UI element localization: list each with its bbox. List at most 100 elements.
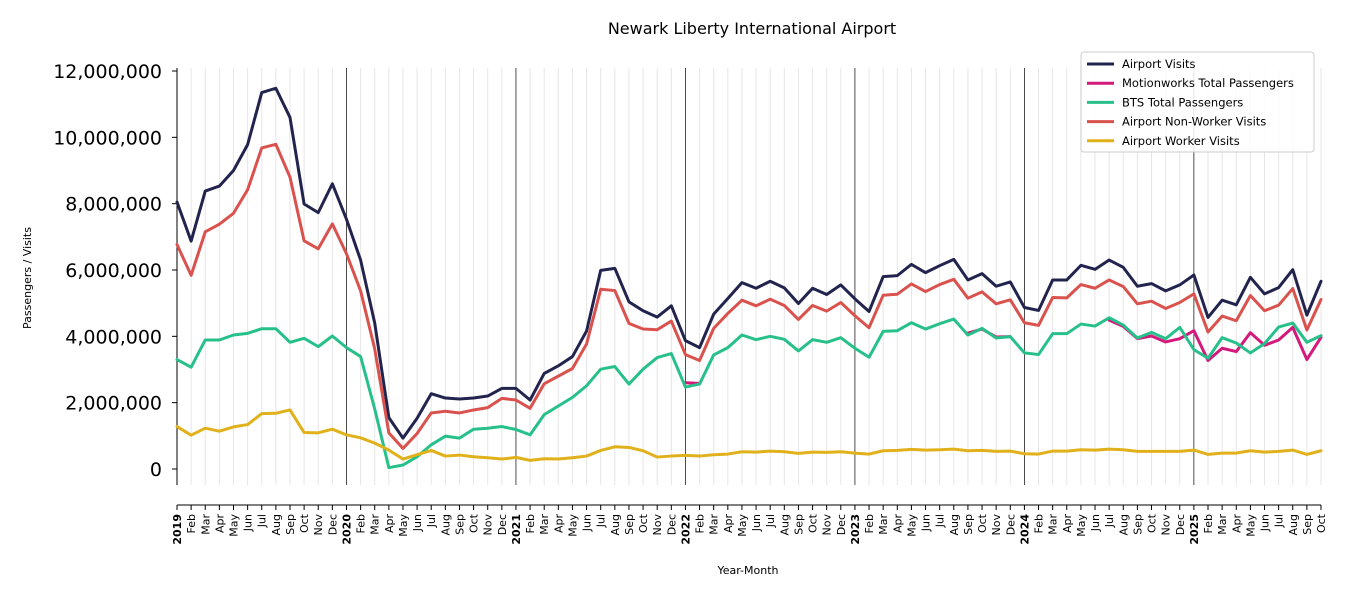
x-tick-label-month: May (736, 514, 749, 537)
x-tick-label-month: Apr (383, 514, 396, 534)
x-tick-label-month: Jun (1259, 514, 1272, 532)
x-tick-label-month: Jun (581, 514, 594, 532)
x-tick-label-month: Apr (722, 514, 735, 534)
series-line-motionworks-total-passengers (683, 318, 1323, 385)
x-tick-label-month: Dec (665, 514, 678, 535)
y-tick-label: 10,000,000 (53, 127, 162, 149)
x-tick-label-month: Feb (694, 514, 707, 533)
x-tick-label-month: Jun (411, 514, 424, 532)
x-tick-label-month: Apr (1061, 514, 1074, 534)
x-tick-label-month: Feb (1033, 514, 1046, 533)
x-tick-label-month: May (227, 514, 240, 537)
x-tick-label-month: Jun (242, 514, 255, 532)
x-tick-label-month: Sep (962, 514, 975, 535)
x-tick-label-month: Oct (298, 513, 311, 533)
x-tick-label-month: Jun (750, 514, 763, 532)
x-tick-label-month: Sep (453, 514, 466, 535)
legend-label: Motionworks Total Passengers (1122, 76, 1294, 90)
x-tick-label-month: Aug (1117, 514, 1130, 535)
x-tick-label-month: Nov (482, 514, 495, 536)
x-tick-label-month: Nov (1160, 514, 1173, 536)
x-tick-label-month: Nov (821, 514, 834, 536)
x-tick-label-year: 2022 (679, 514, 692, 545)
x-tick-label-month: Dec (835, 514, 848, 535)
x-tick-label-month: Oct (976, 513, 989, 533)
x-tick-label-month: Mar (199, 514, 212, 535)
x-tick-label-month: Aug (609, 514, 622, 535)
chart-title: Newark Liberty International Airport (608, 19, 896, 38)
x-tick-label-month: May (1075, 514, 1088, 537)
x-tick-label-month: Mar (1216, 514, 1229, 535)
x-tick-label-month: Dec (1174, 514, 1187, 535)
x-tick-label-month: Sep (284, 514, 297, 535)
legend: Airport Visits Motionworks Total Passenge… (1080, 51, 1315, 153)
x-tick-label-month: Jun (1089, 514, 1102, 532)
y-tick-label: 0 (150, 459, 162, 481)
y-axis-ticks: 0 2,000,000 4,000,000 6,000,000 8,000,000 10,… (53, 61, 177, 481)
legend-label: Airport Non-Worker Visits (1122, 115, 1266, 129)
x-tick-label-month: May (905, 514, 918, 537)
x-tick-label-month: Dec (496, 514, 509, 535)
x-tick-label-month: Sep (623, 514, 636, 535)
x-tick-label-month: Aug (1287, 514, 1300, 535)
x-tick-label-month: Sep (792, 514, 805, 535)
x-tick-label-month: Jul (764, 514, 777, 528)
series-line-airport-worker-visits (175, 408, 1323, 462)
x-tick-label-month: Oct (807, 513, 820, 533)
x-tick-label-year: 2023 (849, 514, 862, 545)
legend-label: BTS Total Passengers (1122, 95, 1243, 109)
x-tick-label-month: Aug (270, 514, 283, 535)
legend-label: Airport Worker Visits (1122, 134, 1240, 148)
x-tick-label-month: Sep (1301, 514, 1314, 535)
x-tick-label-month: Dec (1004, 514, 1017, 535)
x-tick-label-month: Aug (778, 514, 791, 535)
x-tick-label-month: Apr (891, 514, 904, 534)
y-tick-label: 4,000,000 (65, 326, 162, 348)
x-tick-label-month: Mar (708, 514, 721, 535)
x-tick-label-year: 2019 (171, 514, 184, 545)
x-tick-label-month: Feb (1202, 514, 1215, 533)
y-tick-label: 6,000,000 (65, 260, 162, 282)
x-tick-label-month: Nov (312, 514, 325, 536)
x-tick-label-month: Sep (1131, 514, 1144, 535)
x-tick-label-month: Aug (439, 514, 452, 535)
x-tick-label-month: Aug (948, 514, 961, 535)
series-line-airport-non-worker-visits (175, 142, 1323, 450)
x-tick-label-month: Nov (651, 514, 664, 536)
x-tick-label-month: Oct (468, 513, 481, 533)
x-tick-label-month: Feb (355, 514, 368, 533)
series-line-bts-total-passengers (175, 316, 1323, 470)
x-tick-label-month: Nov (990, 514, 1003, 536)
series-line-airport-visits (175, 86, 1323, 440)
x-tick-label-month: Apr (1230, 514, 1243, 534)
x-tick-label-month: Jun (920, 514, 933, 532)
x-tick-label-month: Apr (213, 514, 226, 534)
x-tick-label-month: Jul (1103, 514, 1116, 528)
legend-label: Airport Visits (1122, 57, 1196, 71)
x-tick-label-month: Mar (369, 514, 382, 535)
x-tick-label-month: Mar (538, 514, 551, 535)
x-tick-label-month: Mar (1047, 514, 1060, 535)
legend-box (1080, 51, 1315, 153)
x-tick-label-month: Oct (1315, 513, 1328, 533)
x-tick-label-month: Feb (863, 514, 876, 533)
x-tick-label-month: May (566, 514, 579, 537)
x-axis-ticks: 2019 Feb Mar Apr May Jun Jul Aug Sep Oct Nov Dec 202… (171, 505, 1328, 545)
x-tick-label-month: May (1244, 514, 1257, 537)
x-tick-label-month: Jul (1273, 514, 1286, 528)
x-tick-label-year: 2024 (1018, 514, 1031, 545)
x-tick-label-month: Apr (552, 514, 565, 534)
x-tick-label-month: Oct (637, 513, 650, 533)
x-tick-label-month: Jul (256, 514, 269, 528)
x-tick-label-year: 2025 (1188, 514, 1201, 545)
x-axis-label: Year-Month (716, 564, 778, 577)
y-tick-label: 12,000,000 (53, 61, 162, 83)
y-tick-label: 8,000,000 (65, 194, 162, 216)
x-tick-label-month: Jul (425, 514, 438, 528)
x-tick-label-year: 2020 (340, 514, 353, 545)
series-lines (175, 86, 1323, 470)
x-tick-label-month: Feb (524, 514, 537, 533)
x-tick-label-year: 2021 (510, 514, 523, 545)
x-tick-label-month: Dec (326, 514, 339, 535)
